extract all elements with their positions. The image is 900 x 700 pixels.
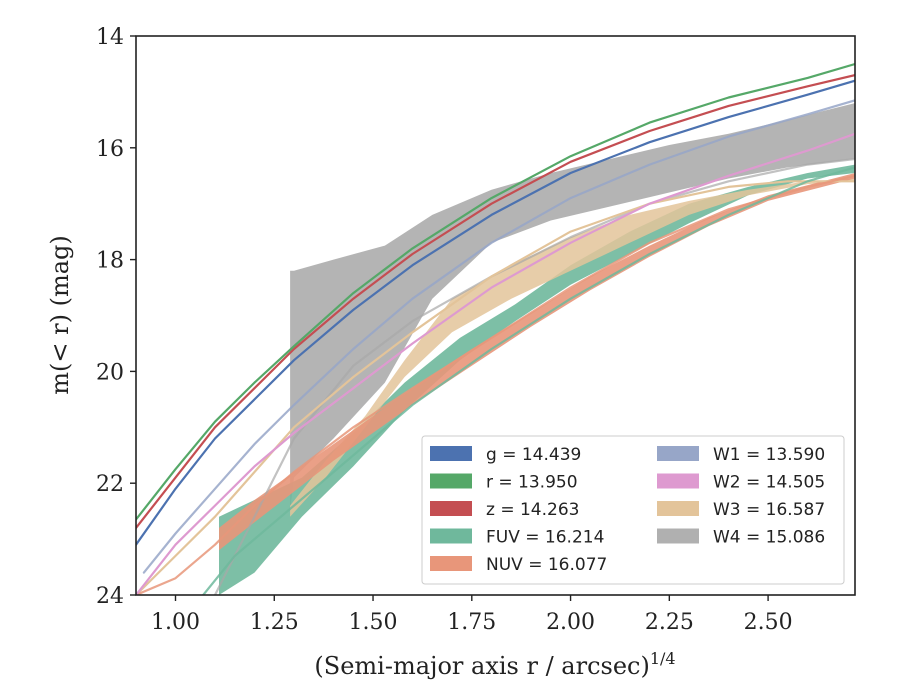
legend-label: W3 = 16.587 (713, 500, 825, 520)
x-tick-label: 2.25 (645, 610, 694, 635)
legend-label: W4 = 15.086 (713, 528, 825, 548)
x-tick-label: 1.00 (151, 610, 200, 635)
y-tick-label: 14 (96, 25, 124, 50)
legend-swatch (657, 473, 699, 489)
band-2 (290, 178, 855, 517)
series-line-w2 (136, 132, 855, 595)
y-tick-label: 18 (96, 249, 124, 274)
series-line-w3 (136, 180, 855, 595)
legend: g = 14.439 r = 13.950 z = 14.263 FUV = 16.2… (421, 435, 845, 585)
legend-swatch (657, 501, 699, 516)
legend-swatch (430, 556, 472, 571)
legend-swatch (430, 446, 472, 461)
legend-swatch (430, 528, 472, 544)
y-axis-ticks: 14 16 18 20 22 24 (96, 25, 136, 609)
legend-swatch (657, 446, 699, 461)
series-line-z (136, 74, 855, 529)
legend-swatch (430, 473, 472, 489)
legend-swatch (430, 501, 472, 516)
series-line-r (136, 62, 855, 521)
y-tick-label: 16 (96, 137, 124, 162)
series-line-g (136, 79, 855, 546)
x-tick-label: 1.25 (250, 610, 299, 635)
series-line-nuv (136, 174, 855, 595)
y-tick-label: 20 (96, 360, 124, 385)
legend-frame (421, 435, 845, 585)
legend-label: r = 13.950 (486, 473, 578, 493)
x-tick-label: 2.00 (546, 610, 595, 635)
legend-label: FUV = 16.214 (486, 528, 604, 548)
y-tick-label: 22 (96, 472, 124, 497)
x-tick-label: 1.50 (349, 610, 398, 635)
y-axis-title: m(< r) (mag) (46, 235, 74, 394)
plot-frame (135, 35, 856, 596)
x-axis-ticks: 1.00 1.25 1.50 1.75 2.00 2.25 2.50 (151, 595, 793, 635)
legend-label: z = 14.263 (486, 500, 579, 520)
legend-label: W2 = 14.505 (713, 473, 825, 493)
x-tick-label: 2.50 (744, 610, 793, 635)
x-tick-label: 1.75 (447, 610, 496, 635)
series-lines (136, 62, 855, 595)
x-axis-title: (Semi-major axis r / arcsec)1/4 (314, 649, 675, 680)
legend-label: W1 = 13.590 (713, 445, 825, 465)
y-tick-label: 24 (96, 584, 124, 609)
legend-swatch (657, 528, 699, 544)
legend-label: g = 14.439 (486, 445, 581, 465)
legend-label: NUV = 16.077 (486, 555, 607, 575)
series-line-fuv (202, 166, 855, 595)
series-line-w1 (142, 99, 855, 574)
